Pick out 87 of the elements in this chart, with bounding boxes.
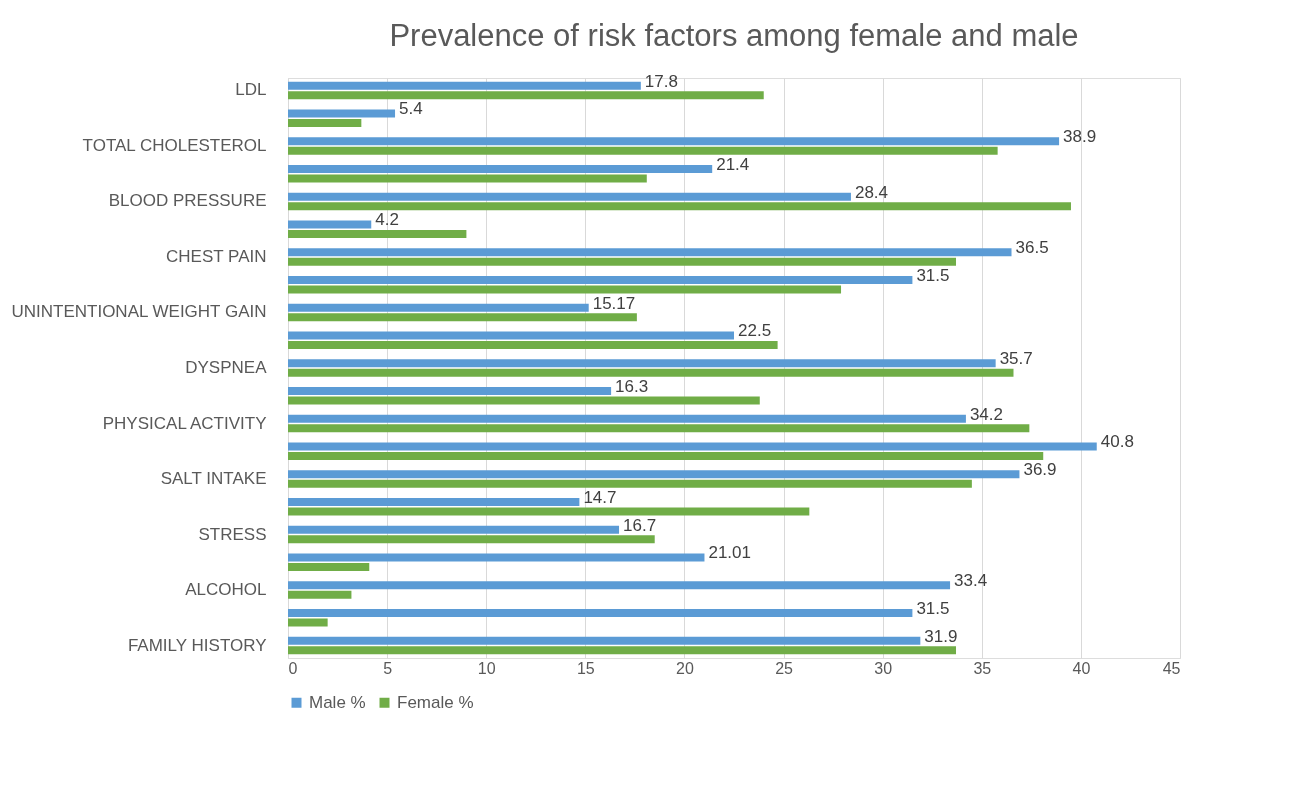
bar xyxy=(288,230,467,239)
bar xyxy=(288,535,655,544)
bar xyxy=(288,91,764,100)
x-tick-label: 45 xyxy=(1162,659,1181,677)
x-tick-label: 10 xyxy=(477,659,496,677)
y-tick-label: CHEST PAIN xyxy=(166,247,267,266)
bar xyxy=(288,192,851,201)
y-tick-label: ALCOHOL xyxy=(185,580,267,600)
data-label: 34.2 xyxy=(969,404,1004,424)
data-label: 28.4 xyxy=(854,182,889,202)
bar xyxy=(288,590,352,599)
legend-label: Female % xyxy=(397,692,474,712)
bar xyxy=(288,220,372,229)
bar xyxy=(288,285,842,294)
x-tick-label: 25 xyxy=(775,659,794,677)
x-tick-label: 15 xyxy=(576,659,595,677)
data-label: 31.5 xyxy=(916,265,950,285)
bar xyxy=(288,646,957,655)
x-tick-label: 35 xyxy=(973,659,992,677)
data-label: 22.5 xyxy=(738,321,772,341)
x-tick-label: 40 xyxy=(1072,659,1091,677)
bar xyxy=(288,581,951,590)
bar xyxy=(288,81,641,90)
x-tick-label: 0 xyxy=(288,659,298,677)
bar xyxy=(288,618,328,627)
y-tick-label: PHYSICAL ACTIVITY xyxy=(102,413,267,433)
bar xyxy=(288,479,972,488)
y-tick-label: STRESS xyxy=(198,524,267,544)
y-tick-label: UNINTENTIONAL WEIGHT GAIN xyxy=(11,302,267,322)
bar xyxy=(288,275,913,284)
bar xyxy=(288,525,620,534)
y-tick-label: LDL xyxy=(235,80,267,100)
data-label: 14.7 xyxy=(583,487,617,507)
bar xyxy=(288,174,647,183)
y-tick-label: BLOOD PRESSURE xyxy=(108,191,267,211)
bar xyxy=(288,507,810,516)
bar xyxy=(288,470,1020,479)
data-label: 15.17 xyxy=(592,293,636,313)
data-label: 31.5 xyxy=(916,598,950,618)
x-tick-label: 5 xyxy=(383,659,393,677)
y-tick-label: FAMILY HISTORY xyxy=(127,635,267,655)
data-label: 40.8 xyxy=(1100,432,1134,452)
bar xyxy=(288,202,1071,211)
bar xyxy=(288,137,1060,146)
bar xyxy=(288,386,612,395)
bar xyxy=(288,553,705,562)
bar xyxy=(288,563,370,572)
bar xyxy=(288,359,996,368)
bar xyxy=(288,257,957,266)
bar xyxy=(288,452,1044,461)
bar xyxy=(288,248,1012,257)
bar xyxy=(288,368,1014,377)
data-label: 35.7 xyxy=(999,349,1033,369)
data-label: 21.4 xyxy=(716,154,750,174)
bar xyxy=(288,396,760,405)
bar xyxy=(288,636,921,645)
y-tick-label: TOTAL CHOLESTEROL xyxy=(82,135,267,155)
bar xyxy=(288,414,966,423)
data-label: 36.9 xyxy=(1023,460,1057,480)
data-label: 31.9 xyxy=(924,626,958,646)
bar xyxy=(288,164,713,173)
bar xyxy=(288,341,778,350)
x-tick-label: 30 xyxy=(874,659,893,677)
bar xyxy=(288,442,1097,451)
bar xyxy=(288,119,362,128)
data-label: 5.4 xyxy=(399,99,423,119)
data-label: 33.4 xyxy=(954,571,988,591)
bar xyxy=(288,608,913,617)
bar xyxy=(288,146,998,155)
bar xyxy=(288,313,637,322)
bar xyxy=(288,331,734,340)
bar xyxy=(288,303,589,312)
bar xyxy=(288,109,396,118)
chart-title: Prevalence of risk factors among female and male xyxy=(389,17,1079,53)
bar xyxy=(288,424,1030,433)
legend-label: Male % xyxy=(309,692,366,712)
data-label: 4.2 xyxy=(375,210,399,230)
data-label: 16.7 xyxy=(623,515,657,535)
data-label: 16.3 xyxy=(615,376,649,396)
bar xyxy=(288,497,580,506)
data-label: 21.01 xyxy=(708,543,752,563)
y-tick-label: DYSPNEA xyxy=(185,358,268,377)
data-label: 38.9 xyxy=(1063,127,1097,147)
data-label: 17.8 xyxy=(644,71,678,91)
data-label: 36.5 xyxy=(1015,238,1049,258)
x-tick-label: 20 xyxy=(676,659,694,677)
y-tick-label: SALT INTAKE xyxy=(160,469,267,488)
